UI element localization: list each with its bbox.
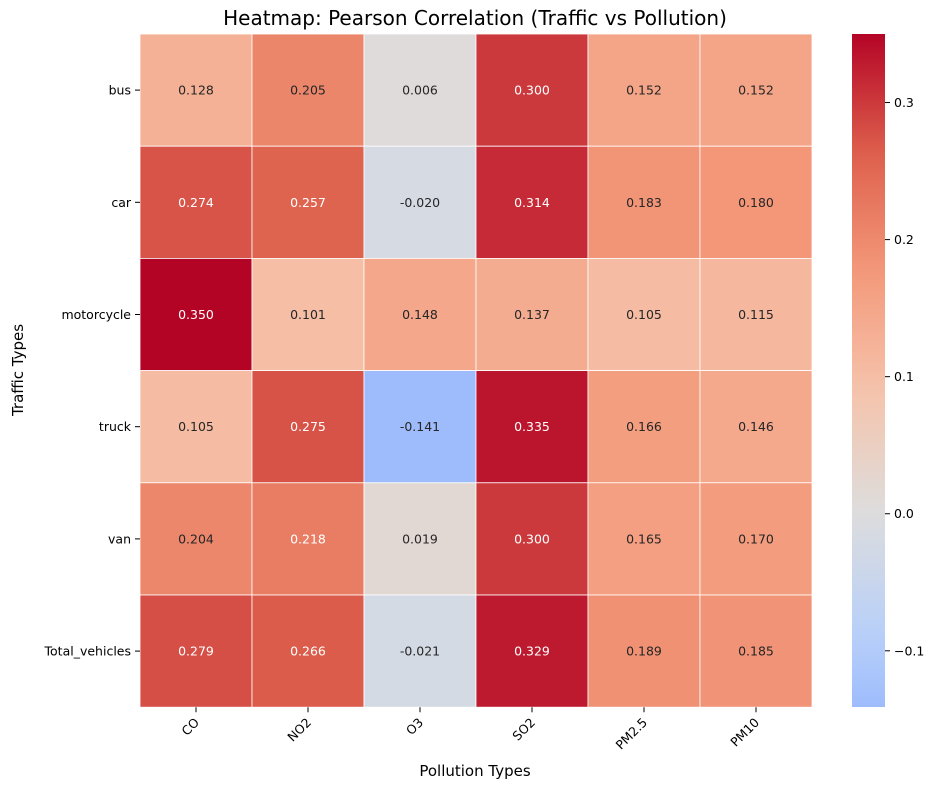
colorbar: −0.1 0.0 0.1 0.2 0.3 [852, 34, 924, 707]
cell-value-label: 0.257 [290, 195, 326, 210]
cell-value-label: 0.335 [514, 419, 550, 434]
cell-value-label: 0.006 [402, 83, 438, 98]
heatmap-cell [475, 594, 589, 708]
heatmap-cell [475, 370, 589, 484]
cell-value-label: 0.279 [178, 644, 214, 659]
heatmap-cell [587, 370, 701, 484]
heatmap-cell [251, 370, 365, 484]
colorbar-tick-label: 0.0 [894, 506, 914, 521]
colorbar-tick-label: 0.2 [894, 232, 914, 247]
heatmap-cell [587, 33, 701, 147]
cell-value-label: 0.300 [514, 83, 550, 98]
heatmap-cell [139, 594, 253, 708]
y-axis-label: Traffic Types [9, 324, 27, 417]
heatmap-cell [475, 145, 589, 259]
colorbar-tick-label: 0.3 [894, 95, 914, 110]
y-tick-label: bus [109, 83, 131, 98]
heatmap-cell [587, 482, 701, 596]
heatmap-cell [251, 33, 365, 147]
chart-title: Heatmap: Pearson Correlation (Traffic vs… [223, 6, 727, 30]
x-tick-label: SO2 [509, 715, 538, 744]
cell-value-label: 0.300 [514, 531, 550, 546]
cell-value-label: 0.205 [290, 83, 326, 98]
heatmap-cell [363, 370, 477, 484]
heatmap-cell [139, 257, 253, 371]
cell-value-label: -0.020 [400, 195, 440, 210]
cell-value-label: 0.189 [626, 644, 662, 659]
heatmap-cells: 0.128 0.205 0.006 0.300 0.152 0.152 0.274 0.257… [139, 33, 813, 708]
cell-value-label: 0.185 [738, 644, 774, 659]
cell-value-label: 0.152 [626, 83, 662, 98]
heatmap-cell [699, 145, 813, 259]
cell-value-label: 0.180 [738, 195, 774, 210]
y-tick-label: van [108, 531, 131, 546]
heatmap-cell [363, 257, 477, 371]
heatmap-cell [139, 482, 253, 596]
heatmap-cell [139, 370, 253, 484]
heatmap-cell [475, 257, 589, 371]
heatmap-cell [363, 33, 477, 147]
cell-value-label: 0.165 [626, 531, 662, 546]
x-tick-label: NO2 [284, 715, 314, 745]
heatmap-cell [475, 33, 589, 147]
cell-value-label: 0.314 [514, 195, 550, 210]
cell-value-label: 0.266 [290, 644, 326, 659]
y-tick-label: Total_vehicles [44, 644, 131, 659]
heatmap-cell [587, 257, 701, 371]
heatmap-cell [699, 257, 813, 371]
heatmap-cell [251, 145, 365, 259]
heatmap-cell [139, 33, 253, 147]
x-axis-label: Pollution Types [419, 762, 530, 780]
heatmap-cell [699, 482, 813, 596]
cell-value-label: 0.105 [178, 419, 214, 434]
cell-value-label: 0.128 [178, 83, 214, 98]
cell-value-label: 0.152 [738, 83, 774, 98]
x-tick-labels: CO NO2 O3 SO2 PM2.5 PM10 [178, 707, 762, 752]
y-tick-label: truck [99, 419, 132, 434]
heatmap-cell [699, 33, 813, 147]
x-tick-label: PM10 [727, 715, 762, 750]
y-tick-labels: bus car motorcycle truck van Total_vehicles [44, 83, 140, 659]
cell-value-label: 0.170 [738, 531, 774, 546]
colorbar-gradient [852, 34, 885, 707]
colorbar-tick-label: 0.1 [894, 369, 914, 384]
heatmap-cell [587, 594, 701, 708]
heatmap-cell [699, 370, 813, 484]
x-tick-label: CO [178, 715, 202, 739]
cell-value-label: 0.183 [626, 195, 662, 210]
colorbar-tick-label: −0.1 [894, 643, 924, 658]
heatmap-cell [251, 257, 365, 371]
cell-value-label: -0.141 [400, 419, 440, 434]
cell-value-label: 0.350 [178, 307, 214, 322]
heatmap-cell [475, 482, 589, 596]
x-tick-label: O3 [403, 715, 426, 738]
cell-value-label: 0.275 [290, 419, 326, 434]
cell-value-label: 0.274 [178, 195, 214, 210]
cell-value-label: 0.218 [290, 531, 326, 546]
cell-value-label: 0.115 [738, 307, 774, 322]
cell-value-label: -0.021 [400, 644, 440, 659]
cell-value-label: 0.204 [178, 531, 214, 546]
x-tick-label: PM2.5 [613, 715, 651, 753]
cell-value-label: 0.101 [290, 307, 326, 322]
y-tick-label: motorcycle [61, 307, 131, 322]
cell-value-label: 0.329 [514, 644, 550, 659]
y-tick-label: car [111, 195, 132, 210]
cell-value-label: 0.166 [626, 419, 662, 434]
heatmap-cell [363, 482, 477, 596]
cell-value-label: 0.146 [738, 419, 774, 434]
cell-value-label: 0.137 [514, 307, 550, 322]
cell-value-label: 0.019 [402, 531, 438, 546]
cell-value-label: 0.148 [402, 307, 438, 322]
cell-value-label: 0.105 [626, 307, 662, 322]
heatmap-cell [699, 594, 813, 708]
